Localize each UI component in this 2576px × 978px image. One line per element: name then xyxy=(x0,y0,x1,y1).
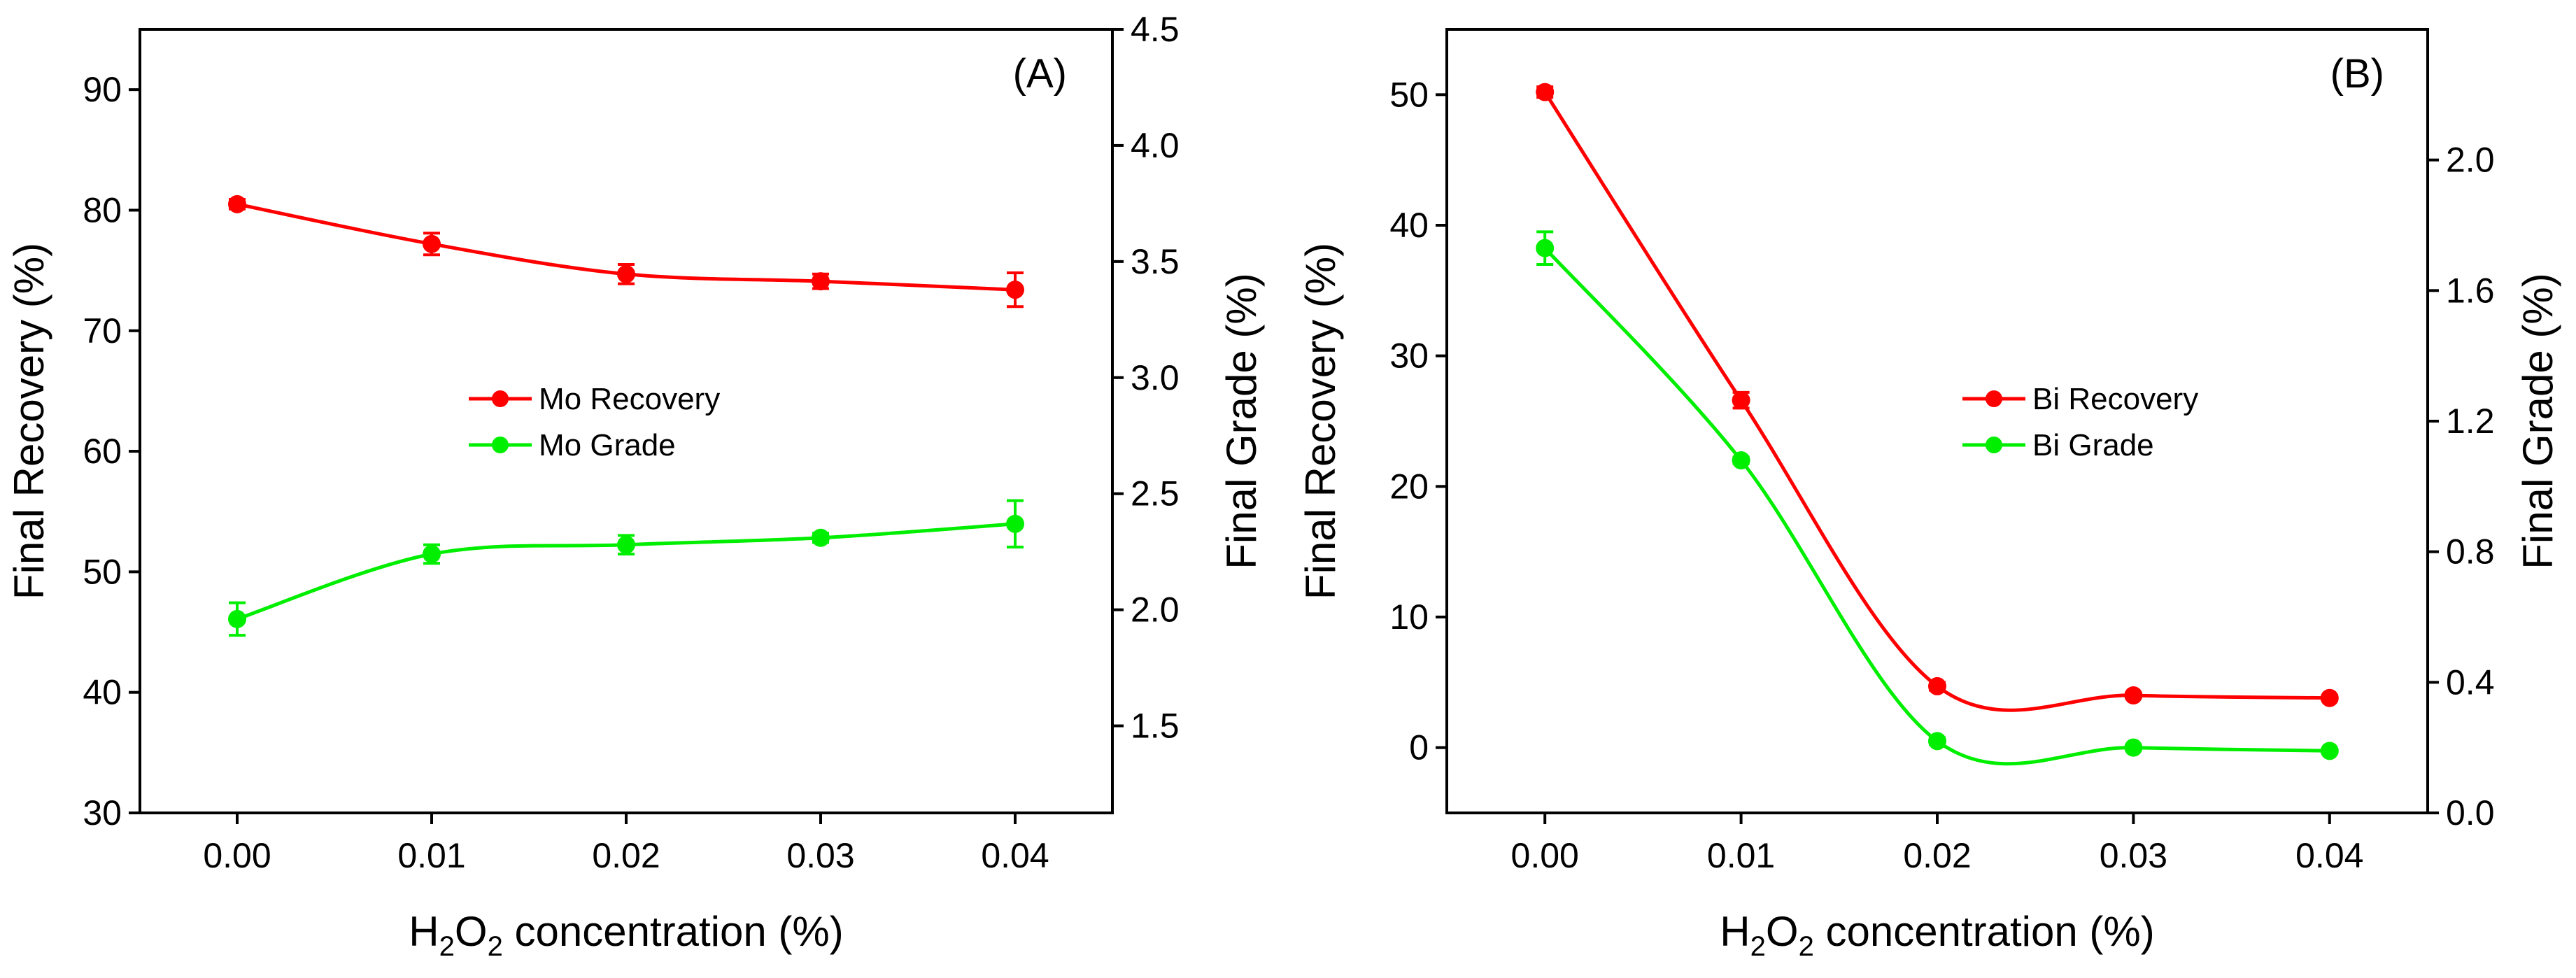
legend-marker xyxy=(1986,437,2002,453)
y-right-axis-title: Final Grade (%) xyxy=(1218,273,1265,569)
data-point xyxy=(2124,738,2143,757)
data-point xyxy=(2124,686,2143,704)
series-line xyxy=(1543,247,2330,766)
x-axis-title-part: concentration (%) xyxy=(1814,908,2155,955)
data-point xyxy=(1928,676,1946,695)
x-tick-label: 0.03 xyxy=(786,836,854,875)
y-left-tick-label: 50 xyxy=(1389,75,1429,114)
data-point xyxy=(228,194,246,213)
x-axis-title-part: O xyxy=(1766,908,1799,955)
plot-frame xyxy=(1445,28,2429,814)
y-right-tick-label: 2.0 xyxy=(1131,590,1180,630)
y-right-tick-label: 2.0 xyxy=(2446,141,2495,180)
data-point xyxy=(2320,688,2339,707)
x-tick-label: 0.03 xyxy=(2100,836,2167,875)
x-tick-label: 0.04 xyxy=(981,836,1049,875)
y-left-axis-title: Final Recovery (%) xyxy=(6,243,52,600)
y-right-tick-label: 3.0 xyxy=(1131,358,1180,397)
data-point xyxy=(423,544,441,563)
y-right-tick-label: 0.4 xyxy=(2446,662,2495,702)
x-axis-title-part: H xyxy=(1720,908,1750,955)
x-tick-label: 0.02 xyxy=(1903,836,1971,875)
legend-label: Mo Grade xyxy=(539,428,676,462)
y-right-tick-label: 4.0 xyxy=(1131,126,1180,165)
x-axis-title-subscript: 2 xyxy=(439,931,455,962)
x-axis-title-subscript: 2 xyxy=(488,931,503,962)
x-tick-label: 0.02 xyxy=(592,836,660,875)
data-point xyxy=(1732,391,1750,410)
data-point xyxy=(617,535,635,554)
x-tick-label: 0.01 xyxy=(1707,836,1775,875)
y-left-tick-label: 20 xyxy=(1389,467,1429,506)
y-left-tick-label: 50 xyxy=(83,552,122,591)
series-mo-recovery xyxy=(228,194,1024,309)
legend-marker xyxy=(492,390,509,407)
legend-label: Bi Recovery xyxy=(2032,382,2198,416)
series-line xyxy=(1543,91,2330,712)
data-point xyxy=(228,609,246,628)
x-axis-title-subscript: 2 xyxy=(1750,931,1766,962)
chart-panel-1: 0.00 0.01 0.02 0.03 0.04 30 40 50 60 70 80 90 1.5 2.0… xyxy=(6,10,1265,962)
x-axis-title-subscript: 2 xyxy=(1799,931,1814,962)
data-point xyxy=(1006,514,1024,533)
data-point xyxy=(1536,239,1555,257)
y-right-tick-label: 1.6 xyxy=(2446,271,2495,310)
y-right-axis-title: Final Grade (%) xyxy=(2514,273,2561,569)
y-left-tick-label: 40 xyxy=(1389,206,1429,245)
y-left-tick-label: 10 xyxy=(1389,597,1429,637)
plot-frame xyxy=(139,28,1114,814)
legend-marker xyxy=(492,437,509,453)
y-left-tick-label: 80 xyxy=(83,190,122,229)
y-right-tick-label: 2.5 xyxy=(1131,474,1180,513)
y-left-tick-label: 60 xyxy=(83,432,122,471)
y-left-tick-label: 90 xyxy=(83,70,122,109)
data-point xyxy=(1006,281,1024,299)
legend-label: Bi Grade xyxy=(2032,428,2154,462)
data-point xyxy=(812,528,830,547)
y-left-tick-label: 40 xyxy=(83,673,122,712)
y-right-tick-label: 1.2 xyxy=(2446,402,2495,441)
x-axis-title-part: H xyxy=(409,908,439,955)
data-point xyxy=(812,272,830,291)
data-point xyxy=(1928,732,1946,751)
chart-panel-2: 0.00 0.01 0.02 0.03 0.04 0 10 20 30 40 50 0.0 0.4 0.8… xyxy=(1297,28,2561,962)
data-point xyxy=(2320,742,2339,760)
data-point xyxy=(617,264,635,283)
data-point xyxy=(1536,83,1555,101)
x-tick-label: 0.00 xyxy=(1511,836,1579,875)
y-right-tick-label: 4.5 xyxy=(1131,10,1180,49)
y-left-tick-label: 30 xyxy=(83,793,122,832)
legend-label: Mo Recovery xyxy=(539,382,720,416)
y-left-axis-title: Final Recovery (%) xyxy=(1297,243,1344,600)
y-left-tick-label: 30 xyxy=(1389,336,1429,376)
series-bi-recovery xyxy=(1536,83,2339,712)
y-right-tick-label: 3.5 xyxy=(1131,242,1180,281)
series-mo-grade xyxy=(228,499,1024,637)
y-left-tick-label: 70 xyxy=(83,311,122,350)
panel-label: (B) xyxy=(2330,51,2384,97)
x-axis-title: H2O2 concentration (%) xyxy=(409,908,843,962)
y-right-tick-label: 1.5 xyxy=(1131,707,1180,746)
data-point xyxy=(423,234,441,253)
x-axis-title-part: O xyxy=(455,908,488,955)
series-bi-grade xyxy=(1536,230,2339,766)
data-point xyxy=(1732,451,1750,469)
x-axis-title-part: concentration (%) xyxy=(503,908,844,955)
panel-label: (A) xyxy=(1013,51,1067,97)
x-tick-label: 0.01 xyxy=(397,836,465,875)
x-tick-label: 0.00 xyxy=(203,836,271,875)
y-left-tick-label: 0 xyxy=(1409,728,1429,767)
x-axis-title: H2O2 concentration (%) xyxy=(1720,908,2154,962)
x-tick-label: 0.04 xyxy=(2295,836,2363,875)
y-right-tick-label: 0.8 xyxy=(2446,532,2495,572)
legend-marker xyxy=(1986,390,2002,407)
y-right-tick-label: 0.0 xyxy=(2446,793,2495,832)
